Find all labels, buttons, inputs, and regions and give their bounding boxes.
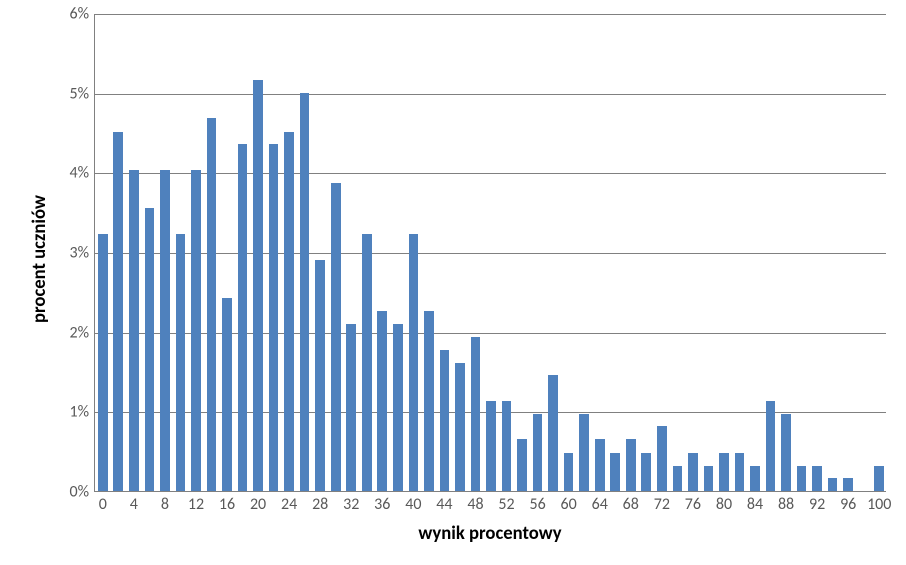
bar xyxy=(797,466,807,491)
bar xyxy=(284,132,294,491)
x-tick-label: 56 xyxy=(529,491,545,514)
bar xyxy=(98,234,108,491)
y-tick-label: 2% xyxy=(69,323,95,342)
x-tick-label: 100 xyxy=(867,491,891,514)
x-tick-label: 72 xyxy=(654,491,670,514)
bar xyxy=(129,170,139,491)
bar xyxy=(564,453,574,491)
y-tick-label: 1% xyxy=(69,403,95,422)
x-tick-label: 12 xyxy=(188,491,204,514)
bar xyxy=(579,414,589,491)
bar xyxy=(781,414,791,491)
y-tick-label: 6% xyxy=(69,5,95,24)
bar xyxy=(502,401,512,491)
x-tick-label: 28 xyxy=(312,491,328,514)
bar xyxy=(253,80,263,491)
x-tick-label: 16 xyxy=(219,491,235,514)
x-tick-label: 36 xyxy=(374,491,390,514)
bar xyxy=(843,478,853,491)
y-tick-label: 0% xyxy=(69,483,95,502)
bar xyxy=(657,426,667,491)
bar xyxy=(409,234,419,491)
bar xyxy=(455,363,465,491)
x-tick-label: 0 xyxy=(99,491,107,514)
bar xyxy=(471,337,481,491)
x-tick-label: 68 xyxy=(623,491,639,514)
bar xyxy=(595,439,605,491)
x-axis-title: wynik procentowy xyxy=(94,522,886,545)
bar xyxy=(828,478,838,491)
bar xyxy=(486,401,496,491)
x-tick-label: 40 xyxy=(405,491,421,514)
bar xyxy=(533,414,543,491)
bar xyxy=(766,401,776,491)
bar xyxy=(145,208,155,491)
bar xyxy=(874,466,884,491)
bar xyxy=(331,183,341,491)
x-tick-label: 48 xyxy=(467,491,483,514)
bar xyxy=(440,350,450,491)
bar xyxy=(315,260,325,491)
bar xyxy=(812,466,822,491)
bar xyxy=(548,375,558,491)
bar xyxy=(269,144,279,491)
histogram-chart: 0%1%2%3%4%5%6%04812162024283236404448525… xyxy=(0,0,906,565)
x-tick-label: 44 xyxy=(436,491,452,514)
bar xyxy=(191,170,201,491)
bar xyxy=(222,298,232,491)
x-tick-label: 76 xyxy=(685,491,701,514)
bar xyxy=(207,118,217,491)
plot-area: 0%1%2%3%4%5%6%04812162024283236404448525… xyxy=(94,14,886,492)
y-tick-label: 3% xyxy=(69,244,95,263)
x-tick-label: 80 xyxy=(716,491,732,514)
bar xyxy=(673,466,683,491)
bar xyxy=(176,234,186,491)
bar xyxy=(113,132,123,491)
bar xyxy=(750,466,760,491)
x-tick-label: 8 xyxy=(161,491,169,514)
x-tick-label: 96 xyxy=(840,491,856,514)
bar xyxy=(626,439,636,491)
bar xyxy=(517,439,527,491)
gridline xyxy=(95,14,886,15)
bar xyxy=(377,311,387,491)
x-tick-label: 64 xyxy=(592,491,608,514)
bar xyxy=(719,453,729,491)
bar xyxy=(735,453,745,491)
bar xyxy=(238,144,248,491)
bar xyxy=(688,453,698,491)
x-tick-label: 52 xyxy=(498,491,514,514)
bar xyxy=(641,453,651,491)
x-tick-label: 32 xyxy=(343,491,359,514)
y-tick-label: 5% xyxy=(69,84,95,103)
bar xyxy=(300,93,310,491)
x-tick-label: 84 xyxy=(747,491,763,514)
x-tick-label: 88 xyxy=(778,491,794,514)
y-tick-label: 4% xyxy=(69,164,95,183)
bar xyxy=(346,324,356,491)
bar xyxy=(704,466,714,491)
bar xyxy=(610,453,620,491)
x-tick-label: 4 xyxy=(130,491,138,514)
bar xyxy=(362,234,372,491)
bar xyxy=(160,170,170,491)
y-axis-title: procent uczniów xyxy=(28,195,51,323)
x-tick-label: 92 xyxy=(809,491,825,514)
x-tick-label: 20 xyxy=(250,491,266,514)
bar xyxy=(424,311,434,491)
x-tick-label: 60 xyxy=(561,491,577,514)
bar xyxy=(393,324,403,491)
gridline xyxy=(95,94,886,95)
x-tick-label: 24 xyxy=(281,491,297,514)
